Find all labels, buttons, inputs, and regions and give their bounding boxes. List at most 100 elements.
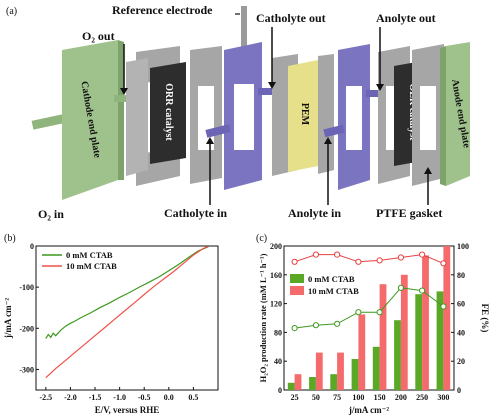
panel-b-label: (b) (4, 233, 16, 244)
chart-c: (c) 25 50 75 100 150 200 250 300040801201602000… (256, 233, 489, 415)
fe-point-0 (419, 287, 426, 294)
orr-catalyst-label: ORR catalyst (163, 83, 174, 141)
x-tick-label: -0.5 (138, 393, 151, 402)
chart-c-legend: 0 mM CTAB 10 mM CTAB (290, 274, 359, 296)
fe-point-0 (440, 303, 447, 310)
panel-c-label: (c) (256, 233, 267, 244)
chart-c-ylabel: H₂O₂ production rate (mM L⁻¹ h⁻¹) (258, 253, 268, 382)
o2-outlet-tube (114, 95, 132, 102)
y-tick-label: -100 (19, 283, 34, 292)
bar-1 (400, 274, 408, 390)
y-tick-label: -200 (19, 324, 34, 333)
orr-catalyst (150, 62, 186, 164)
chart-b-lines (45, 245, 209, 379)
y2-tick-label: 100 (457, 242, 469, 251)
ptfe-gasket-label: PTFE gasket (376, 206, 442, 220)
chart-c-frame (283, 245, 455, 391)
bar-1 (443, 246, 451, 390)
x-tick-label: 75 (333, 393, 341, 402)
bar-0 (394, 320, 401, 390)
o2-in-label: O₂ in (38, 207, 64, 221)
series-line-0 (45, 246, 209, 339)
catholyte-in-label: Catholyte in (164, 206, 227, 220)
fe-point-1 (419, 251, 426, 258)
panel-a-label: (a) (6, 6, 17, 17)
catholyte-inlet-tube (205, 124, 231, 138)
orr-gasket (126, 58, 148, 176)
bar-0 (372, 346, 380, 390)
y2-tick-label: 40 (457, 328, 465, 337)
chart-c-ylabel-right: FE (%) (480, 304, 489, 333)
x-tick-label: 300 (437, 393, 449, 402)
y-tick-label: 40 (274, 357, 282, 366)
x-tick-label: -2.0 (64, 393, 77, 402)
bar-0 (287, 382, 295, 390)
reference-electrode (241, 6, 247, 58)
bar-1 (422, 255, 429, 390)
x-tick-label: 25 (291, 393, 299, 402)
x-tick-label: -2.5 (40, 393, 53, 402)
fe-point-1 (355, 258, 362, 265)
y-tick-label: 120 (270, 300, 282, 309)
catholyte-outlet-tube (258, 88, 278, 95)
anolyte-in-label: Anolyte in (288, 206, 341, 220)
bar-0 (309, 377, 316, 390)
series-line-1 (45, 245, 209, 379)
y2-tick-label: 20 (457, 357, 465, 366)
y-tick-label: 160 (270, 271, 282, 280)
fe-point-0 (334, 320, 341, 327)
anolyte-outlet-tube (366, 90, 384, 97)
legend-swatch-1 (290, 286, 304, 295)
fe-line-1 (294, 254, 444, 264)
anolyte-out-label: Anolyte out (376, 11, 436, 25)
chart-b-ylabel: j/mA cm⁻² (3, 298, 13, 339)
reference-electrode-label: Reference electrode (112, 3, 213, 17)
y-tick-label: 80 (274, 328, 282, 337)
chart-b-frame (35, 245, 219, 391)
chart-c-fe-lines (291, 251, 447, 332)
fe-point-0 (291, 325, 298, 332)
legend-label-0: 0 mM CTAB (66, 250, 113, 260)
anolyte-inlet-tube (323, 124, 345, 138)
bar-0 (330, 374, 338, 390)
y2-tick-label: 60 (457, 300, 465, 309)
fe-line-0 (294, 287, 444, 329)
o2-out-label: O₂ out (82, 29, 115, 43)
bar-1 (337, 352, 344, 390)
fe-point-0 (312, 322, 319, 329)
catholyte-out-label: Catholyte out (256, 11, 326, 25)
bar-1 (294, 374, 302, 390)
x-tick-label: 50 (312, 393, 320, 402)
fe-point-0 (397, 284, 404, 291)
x-tick-label: 0.5 (188, 393, 198, 402)
chart-c-xlabel: j/mA cm⁻² (348, 405, 389, 415)
bar-0 (415, 294, 423, 390)
chart-b-ticks: -2.5 -2.0 -1.5 -1.0 -0.5 0.0 0.5 -300 -200 -100 0 (19, 242, 198, 402)
fe-point-1 (376, 257, 383, 264)
fe-point-1 (312, 251, 319, 258)
x-tick-label: 0.0 (164, 393, 174, 402)
x-tick-label: 100 (352, 393, 364, 402)
bar-0 (436, 291, 444, 390)
chart-b-xlabel: E/V, versus RHE (95, 405, 160, 415)
anode-end-plate (446, 42, 470, 186)
y-tick-label: 200 (270, 242, 282, 251)
fe-point-1 (334, 251, 341, 258)
panel-a: (a) Cathode end plate ORR catalyst PEM (6, 3, 472, 221)
x-tick-label: 200 (395, 393, 407, 402)
fe-point-1 (291, 258, 298, 265)
o2-inlet-tube (31, 113, 69, 130)
y-tick-label: 0 (278, 386, 282, 395)
fe-point-0 (376, 309, 383, 316)
y2-tick-label: 80 (457, 271, 465, 280)
legend-label-1: 10 mM CTAB (308, 286, 359, 296)
bar-1 (379, 284, 387, 390)
fe-point-1 (397, 254, 404, 261)
fe-point-1 (440, 260, 447, 267)
pem-label: PEM (299, 103, 310, 126)
y-tick-label: 0 (30, 242, 34, 251)
x-tick-label: 250 (416, 393, 428, 402)
y-tick-label: -300 (19, 365, 34, 374)
